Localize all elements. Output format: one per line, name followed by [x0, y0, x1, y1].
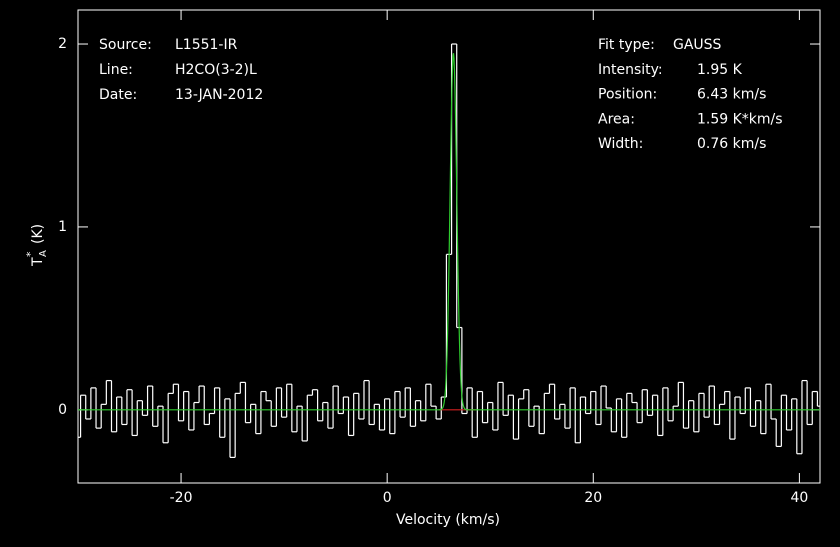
fit-value: 6.43 km/s [697, 87, 766, 103]
x-tick-label: 40 [790, 490, 808, 506]
x-tick-label: 20 [584, 490, 602, 506]
fit-value: 1.59 K*km/s [697, 111, 783, 127]
plot-frame [77, 9, 821, 484]
fit-name: Intensity: [598, 62, 663, 78]
fit-value: 1.95 K [697, 62, 743, 78]
info-text: 13-JAN-2012 [175, 87, 263, 103]
y-label-main: T [30, 257, 46, 267]
fit-name: Position: [598, 87, 657, 103]
info-text: H2CO(3-2)L [175, 62, 257, 78]
x-tick-label: 0 [383, 490, 392, 506]
info-name: Source: [99, 37, 152, 53]
fit-name: Area: [598, 111, 635, 127]
y-tick-label: 0 [58, 402, 67, 418]
info-text: L1551-IR [175, 37, 238, 53]
x-tick-label: -20 [170, 490, 193, 506]
fit-type-name: Fit type: [598, 37, 655, 53]
y-axis-label: T A * (K) [24, 224, 49, 267]
y-label-sub: A [38, 250, 49, 257]
y-label-sup: * [24, 251, 37, 257]
fit-value: 0.76 km/s [697, 136, 766, 152]
fit-type: GAUSS [673, 37, 722, 53]
y-tick-label: 1 [58, 219, 67, 235]
step-connectors [79, 44, 819, 458]
y-label-unit: (K) [30, 224, 46, 244]
fit-name: Width: [598, 136, 643, 152]
x-axis-label: Velocity (km/s) [396, 512, 500, 528]
gaussian-fit [78, 53, 820, 411]
info-name: Line: [99, 62, 133, 78]
info-name: Date: [99, 87, 137, 103]
y-tick-label: 2 [58, 36, 67, 52]
